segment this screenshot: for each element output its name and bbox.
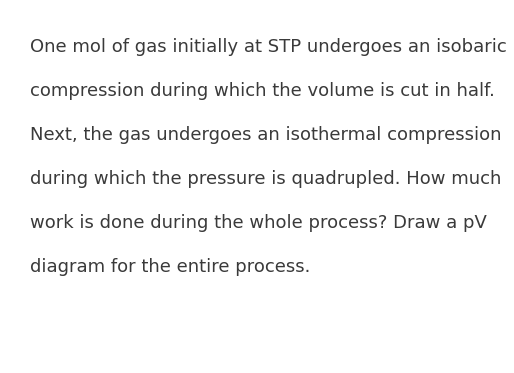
Text: compression during which the volume is cut in half.: compression during which the volume is c… [30,82,495,100]
Text: Next, the gas undergoes an isothermal compression: Next, the gas undergoes an isothermal co… [30,126,502,144]
Text: diagram for the entire process.: diagram for the entire process. [30,258,310,276]
Text: during which the pressure is quadrupled. How much: during which the pressure is quadrupled.… [30,170,501,188]
Text: One mol of gas initially at STP undergoes an isobaric: One mol of gas initially at STP undergoe… [30,38,507,56]
Text: work is done during the whole process? Draw a pV: work is done during the whole process? D… [30,214,487,232]
